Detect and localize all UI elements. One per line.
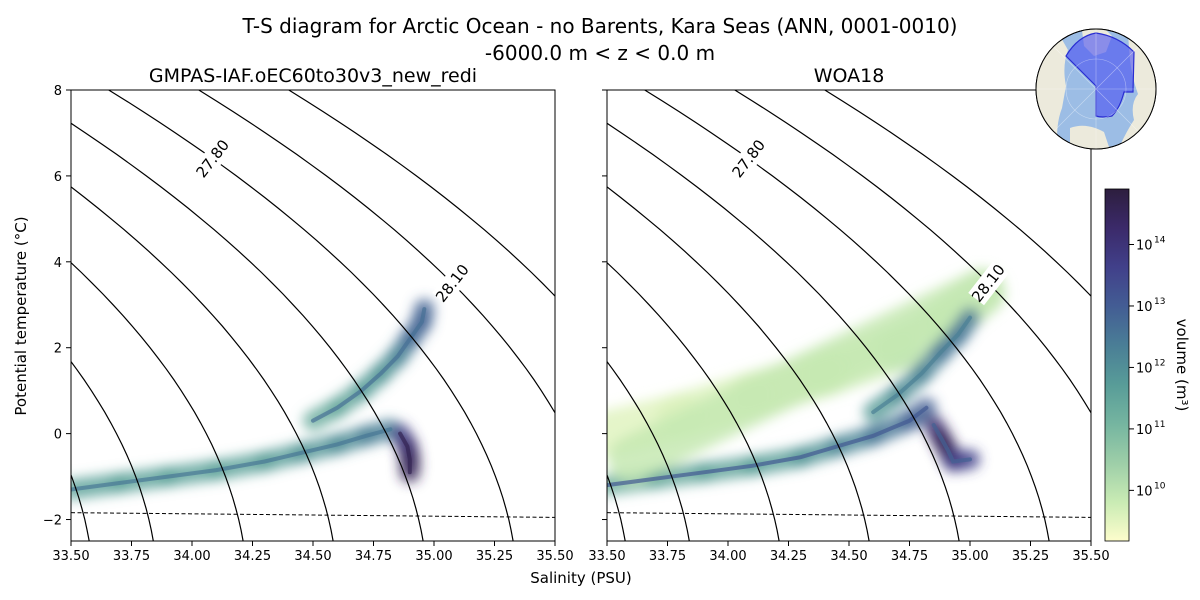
inset-land-siberia bbox=[1070, 125, 1110, 149]
colorbar-tick-label: 10 bbox=[1136, 361, 1153, 376]
left-contour-28.40 bbox=[288, 90, 555, 297]
colorbar-label: volume (m³) bbox=[1173, 319, 1191, 412]
colorbar-tick-exponent: 13 bbox=[1154, 297, 1165, 307]
left-xtick-label: 35.25 bbox=[476, 549, 513, 564]
left-heatmap-core-deep-water bbox=[398, 431, 412, 475]
colorbar-tick-label: 10 bbox=[1136, 484, 1153, 499]
right-contour-28.10 bbox=[734, 90, 1091, 415]
left-contour-27.80 bbox=[108, 90, 514, 541]
colorbar-tick-exponent: 12 bbox=[1154, 358, 1165, 368]
left-ytick-label: 2 bbox=[54, 342, 62, 357]
left-xtick-label: 35.50 bbox=[536, 549, 573, 564]
inset-arctic-region bbox=[1065, 32, 1135, 118]
right-xtick-label: 34.25 bbox=[770, 549, 807, 564]
left-xtick-label: 33.75 bbox=[113, 549, 150, 564]
inset-graticule bbox=[1036, 29, 1156, 149]
right-xtick-label: 35.25 bbox=[1012, 549, 1049, 564]
left-contour-26.90 bbox=[71, 261, 244, 541]
arctic-region-inset-map bbox=[1035, 28, 1157, 150]
right-freezing-line bbox=[607, 512, 1091, 518]
right-contour-27.20 bbox=[607, 186, 870, 541]
right-axes: 33.50 33.75 34.00 34.25 34.50 34.75 35.00 35.25… bbox=[588, 89, 1110, 564]
right-heatmap-fresh-halo bbox=[608, 268, 1006, 483]
right-xtick-label: 34.00 bbox=[709, 549, 746, 564]
left-xtick-label: 34.00 bbox=[173, 549, 210, 564]
y-axis-label: Potential temperature (°C) bbox=[12, 216, 30, 415]
right-contour-26.90 bbox=[607, 261, 780, 541]
colorbar-tick-exponent: 10 bbox=[1154, 481, 1166, 491]
left-contour-27.50 bbox=[71, 122, 424, 541]
figure-title-line2: -6000.0 m < z < 0.0 m bbox=[485, 41, 715, 65]
left-ytick-label: 6 bbox=[54, 170, 62, 185]
left-axes: 33.50 33.75 34.00 34.25 34.50 34.75 35.00 35.25… bbox=[43, 84, 574, 564]
left-contour-28.10 bbox=[198, 90, 555, 415]
colorbar-gradient bbox=[1104, 188, 1130, 542]
left-xtick-label: 34.25 bbox=[234, 549, 271, 564]
x-axis-label: Salinity (PSU) bbox=[530, 569, 632, 587]
left-xtick-label: 34.75 bbox=[355, 549, 392, 564]
right-contour-28.40 bbox=[824, 90, 1091, 297]
right-xtick-label: 35.00 bbox=[951, 549, 988, 564]
left-freezing-line bbox=[71, 512, 555, 518]
right-xtick-label: 34.50 bbox=[830, 549, 867, 564]
right-contour-26.60 bbox=[607, 360, 690, 541]
left-xtick-label: 34.50 bbox=[294, 549, 331, 564]
left-panel-title: GMPAS-IAF.oEC60to30v3_new_redi bbox=[149, 65, 477, 87]
figure-title-line1: T-S diagram for Arctic Ocean - no Barent… bbox=[242, 14, 958, 38]
left-heatmap-core-shelf-water bbox=[71, 427, 393, 492]
left-heatmap bbox=[71, 299, 435, 500]
left-xtick-label: 35.00 bbox=[415, 549, 452, 564]
left-ytick-label: 0 bbox=[54, 428, 62, 443]
right-xtick-label: 33.50 bbox=[588, 549, 625, 564]
left-contour-26.60 bbox=[71, 360, 154, 541]
left-xtick-label: 33.50 bbox=[52, 549, 89, 564]
left-contour-27.20 bbox=[71, 186, 334, 541]
right-heatmap bbox=[607, 268, 1006, 496]
right-heatmap-core-deep-water bbox=[931, 423, 972, 464]
left-ytick-label: 8 bbox=[54, 84, 62, 99]
colorbar-tick-label: 10 bbox=[1136, 300, 1153, 315]
colorbar-tick-label: 10 bbox=[1136, 239, 1153, 254]
right-panel-title: WOA18 bbox=[814, 65, 885, 87]
colorbar-tick-exponent: 14 bbox=[1154, 236, 1166, 246]
right-xtick-label: 34.75 bbox=[891, 549, 928, 564]
colorbar-tick-label: 10 bbox=[1136, 423, 1153, 438]
left-ytick-label: −2 bbox=[43, 514, 62, 529]
left-heatmap-core-atlantic-water bbox=[311, 307, 427, 423]
right-heatmap-core-atlantic-water bbox=[871, 315, 972, 415]
right-contour-27.80 bbox=[644, 90, 1050, 541]
left-ytick-label: 4 bbox=[54, 256, 62, 271]
right-xtick-label: 33.75 bbox=[649, 549, 686, 564]
colorbar-tick-exponent: 11 bbox=[1154, 420, 1165, 430]
right-contour-27.50 bbox=[607, 122, 960, 541]
right-xtick-label: 35.50 bbox=[1072, 549, 1109, 564]
